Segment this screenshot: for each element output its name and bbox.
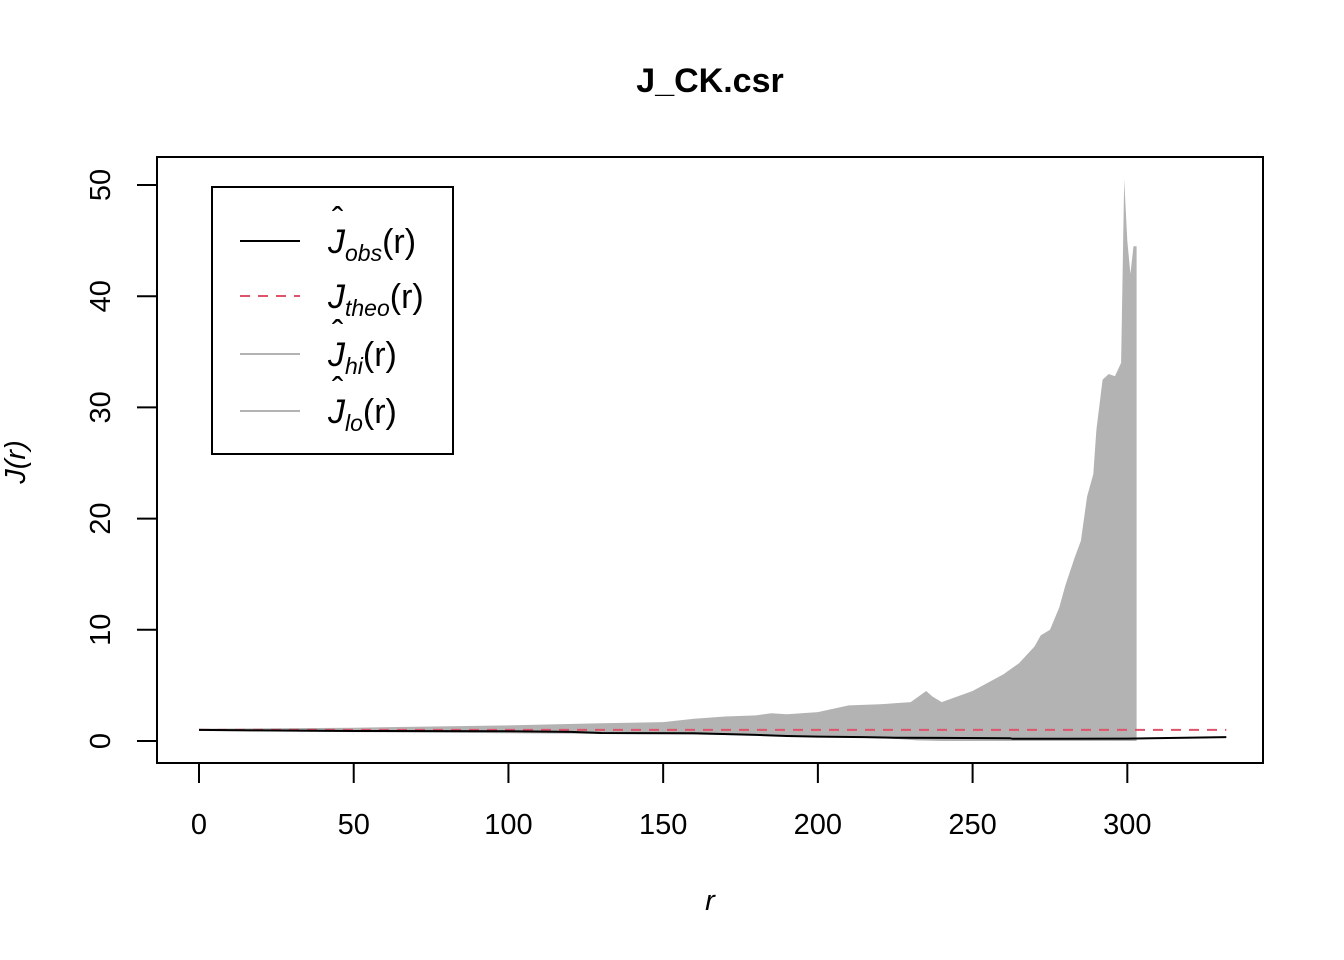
legend-label-hi: Jhi(r) — [327, 336, 397, 379]
x-tick-label: 150 — [639, 809, 687, 841]
y-tick-label: 40 — [85, 280, 117, 312]
y-tick-label: 20 — [85, 502, 117, 534]
y-tick-label: 30 — [85, 391, 117, 423]
legend-hat-lo: ˆ — [332, 371, 343, 409]
x-tick-label: 250 — [948, 809, 996, 841]
legend-label-obs: Jobs(r) — [327, 223, 416, 266]
x-tick-label: 100 — [484, 809, 532, 841]
x-tick-label: 200 — [794, 809, 842, 841]
y-axis: 0 10 20 30 40 50 — [85, 169, 158, 749]
y-axis-label: J(r) — [0, 440, 32, 484]
y-tick-label: 10 — [85, 614, 117, 646]
legend-box — [211, 186, 454, 455]
envelope-area — [199, 179, 1137, 741]
x-tick-label: 0 — [191, 809, 207, 841]
legend-hat-obs: ˆ — [332, 201, 343, 239]
obs-series — [198, 728, 1227, 740]
x-tick-label: 50 — [338, 809, 370, 841]
y-tick-label: 50 — [85, 169, 117, 201]
envelope-band — [199, 179, 1137, 741]
legend-label-lo: Jlo(r) — [327, 393, 397, 436]
legend-hat-hi: ˆ — [332, 314, 343, 352]
x-tick-label: 300 — [1103, 809, 1151, 841]
x-axis: 0 50 100 150 200 250 300 — [191, 762, 1152, 841]
obs-line — [198, 728, 1227, 740]
y-tick-label: 0 — [85, 733, 117, 749]
legend-label-theo: Jtheo(r) — [327, 278, 424, 321]
x-axis-label: r — [705, 885, 716, 917]
chart-title: J_CK.csr — [636, 62, 783, 100]
